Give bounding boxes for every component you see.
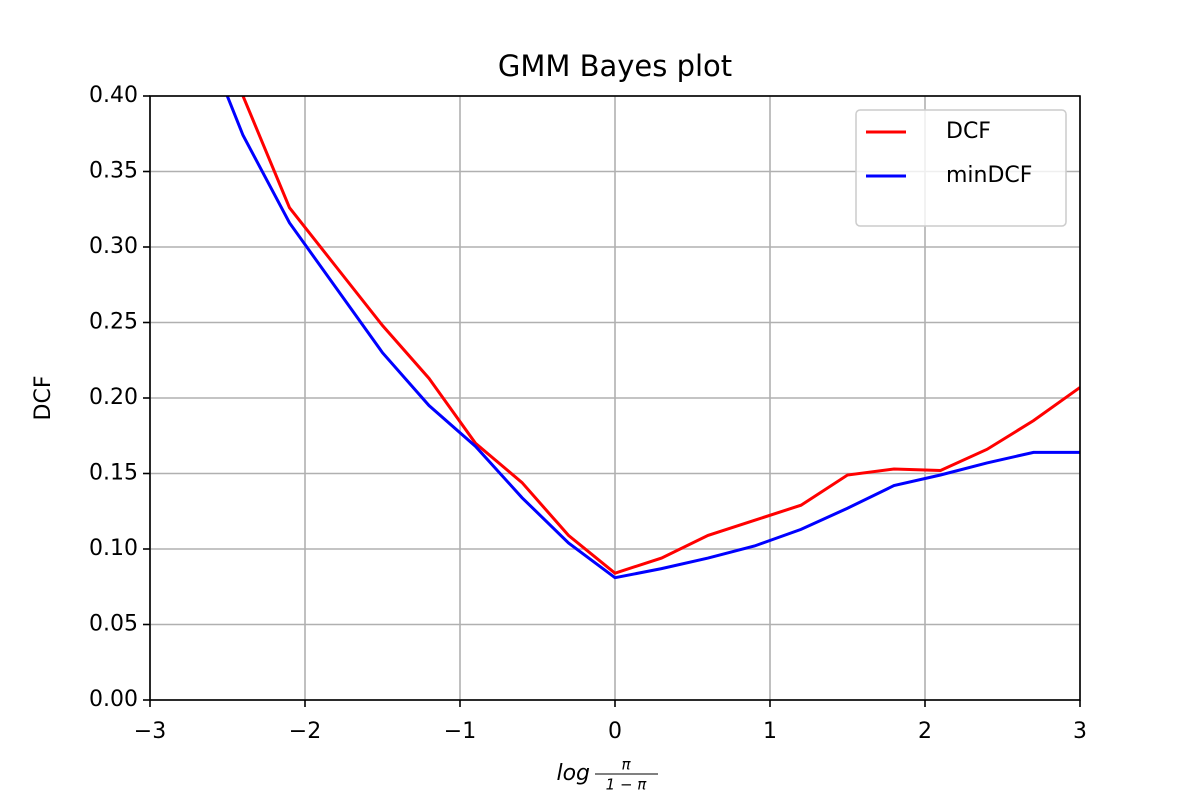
x-axis-label: log π 1 − π [556,756,658,794]
x-label-numerator: π [621,756,631,774]
y-tick-label: 0.35 [89,159,138,184]
y-tick-label: 0.20 [89,385,138,410]
legend-box [855,109,1067,227]
x-tick-label: −1 [444,719,476,744]
y-tick-label: 0.40 [89,83,138,108]
series-line [241,96,1080,575]
series-line [225,96,1080,580]
y-tick-label: 0.25 [89,310,138,335]
x-tick-label: −3 [134,719,166,744]
x-tick-label: −2 [289,719,321,744]
legend-label: DCF [946,119,991,144]
x-tick-label: 2 [918,719,932,744]
x-tick-label: 1 [763,719,777,744]
x-tick-label: 3 [1073,719,1087,744]
legend-label: minDCF [946,163,1032,188]
chart-title: GMM Bayes plot [498,49,732,83]
x-label-base: log [556,761,590,786]
y-tick-label: 0.10 [89,536,138,561]
y-tick-label: 0.15 [89,461,138,486]
x-tick-label: 0 [608,719,622,744]
y-tick-label: 0.05 [89,612,138,637]
y-tick-label: 0.00 [89,687,138,712]
x-label-denominator: 1 − π [606,776,648,794]
y-axis-label: DCF [31,376,56,421]
y-tick-label: 0.30 [89,234,138,259]
